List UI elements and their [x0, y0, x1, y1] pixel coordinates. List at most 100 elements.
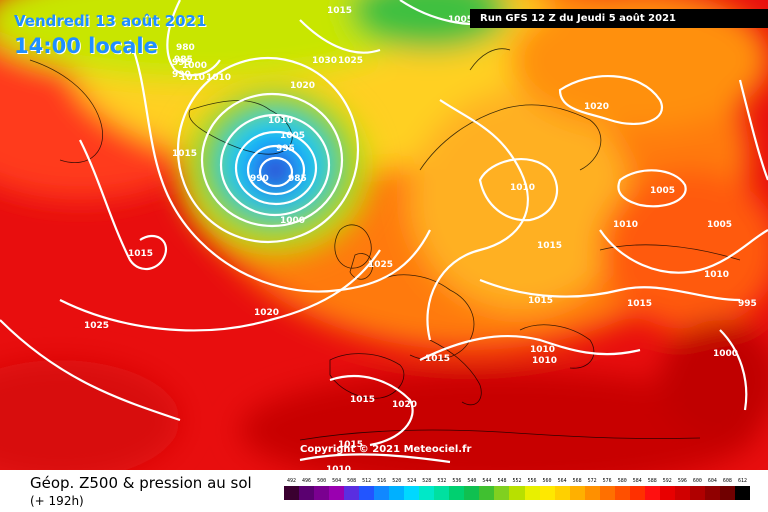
- scale-ticks: 492 496 500 504 508 512 516 520 524 528 532 536 540 5…: [284, 478, 750, 484]
- isobar-label: 990: [250, 174, 269, 184]
- scale-tick: 600: [692, 478, 702, 484]
- isobar-label: 1000: [713, 349, 738, 359]
- scale-swatch: [599, 486, 615, 500]
- scale-tick: 564: [557, 478, 567, 484]
- scale-tick: 576: [602, 478, 612, 484]
- isobar-label: 985: [174, 55, 193, 65]
- scale-swatch: [389, 486, 405, 500]
- isobar-label: 1020: [290, 81, 315, 91]
- scale-swatch: [674, 486, 690, 500]
- map-product-title: Géop. Z500 & pression au sol: [30, 474, 252, 492]
- isobar-label: 1000: [280, 216, 305, 226]
- isobar-label: 1010: [530, 345, 555, 355]
- isobar-label: 1020: [254, 308, 279, 318]
- scale-swatches: [284, 486, 750, 500]
- isobar-label: 1010: [206, 73, 231, 83]
- scale-tick: 556: [527, 478, 537, 484]
- scale-swatch: [464, 486, 480, 500]
- scale-tick: 516: [377, 478, 387, 484]
- isobar-label: 1010: [532, 356, 557, 366]
- scale-tick: 508: [347, 478, 357, 484]
- copyright-notice: Copyright © 2021 Meteociel.fr: [300, 444, 472, 455]
- scale-tick: 584: [632, 478, 642, 484]
- scale-swatch: [479, 486, 495, 500]
- lead-time: (+ 192h): [30, 494, 84, 508]
- scale-tick: 548: [497, 478, 507, 484]
- scale-tick: 596: [677, 478, 687, 484]
- isobar-label: 1020: [392, 400, 417, 410]
- scale-swatch: [719, 486, 735, 500]
- isobar-label: 1015: [537, 241, 562, 251]
- scale-tick: 552: [512, 478, 522, 484]
- scale-swatch: [449, 486, 465, 500]
- legend-footer: Géop. Z500 & pression au sol (+ 192h) 49…: [0, 470, 768, 512]
- scale-tick: 504: [332, 478, 342, 484]
- isobar-label: 1010: [180, 73, 205, 83]
- z500-color-field: [0, 0, 768, 470]
- scale-tick: 592: [662, 478, 672, 484]
- scale-tick: 500: [317, 478, 327, 484]
- scale-tick: 524: [407, 478, 417, 484]
- isobar-label: 1005: [280, 131, 305, 141]
- scale-tick: 560: [542, 478, 552, 484]
- scale-swatch: [659, 486, 675, 500]
- isobar-label: 1010: [510, 183, 535, 193]
- scale-swatch: [629, 486, 645, 500]
- scale-swatch: [314, 486, 330, 500]
- scale-swatch: [344, 486, 360, 500]
- isobar-label: 1025: [368, 260, 393, 270]
- scale-swatch: [644, 486, 660, 500]
- isobars: [0, 0, 768, 464]
- isobar-label: 1030: [312, 56, 337, 66]
- scale-tick: 608: [722, 478, 732, 484]
- isobar-label: 1005: [707, 220, 732, 230]
- isobar-label: 1005: [448, 15, 473, 25]
- isobar-label: 1010: [704, 270, 729, 280]
- scale-swatch: [539, 486, 555, 500]
- isobar-label: 1010: [268, 116, 293, 126]
- scale-tick: 604: [707, 478, 717, 484]
- isobar-label: 1015: [425, 354, 450, 364]
- scale-tick: 544: [482, 478, 492, 484]
- scale-tick: 496: [302, 478, 312, 484]
- isobar-label: 1025: [84, 321, 109, 331]
- isobar-label: 1015: [172, 149, 197, 159]
- scale-swatch: [494, 486, 510, 500]
- forecast-time: 14:00 locale: [14, 34, 158, 58]
- isobar-label: 1015: [327, 6, 352, 16]
- color-scale: 492 496 500 504 508 512 516 520 524 528 532 536 540 5…: [284, 478, 750, 500]
- scale-swatch: [284, 486, 300, 500]
- scale-swatch: [374, 486, 390, 500]
- scale-swatch: [434, 486, 450, 500]
- isobar-label: 1015: [627, 299, 652, 309]
- isobar-label: 1015: [350, 395, 375, 405]
- scale-swatch: [509, 486, 525, 500]
- scale-tick: 568: [572, 478, 582, 484]
- scale-tick: 588: [647, 478, 657, 484]
- run-info-banner: Run GFS 12 Z du Jeudi 5 août 2021: [470, 9, 768, 28]
- isobar-label: 1020: [584, 102, 609, 112]
- scale-swatch: [614, 486, 630, 500]
- scale-swatch: [329, 486, 345, 500]
- isobar-label: 1015: [338, 440, 363, 450]
- isobar-label: 985: [288, 174, 307, 184]
- scale-tick: 512: [362, 478, 372, 484]
- isobar-label: 990: [172, 70, 191, 80]
- scale-swatch: [524, 486, 540, 500]
- forecast-date: Vendredi 13 août 2021: [14, 12, 207, 30]
- isobar-label: 995: [172, 58, 191, 68]
- isobar-label: 995: [276, 144, 295, 154]
- scale-tick: 580: [617, 478, 627, 484]
- scale-swatch: [704, 486, 720, 500]
- scale-swatch: [734, 486, 750, 500]
- scale-swatch: [299, 486, 315, 500]
- isobar-label: 1015: [128, 249, 153, 259]
- isobar-label: 1010: [613, 220, 638, 230]
- isobar-label: 980: [176, 43, 195, 53]
- scale-tick: 532: [437, 478, 447, 484]
- scale-tick: 492: [287, 478, 297, 484]
- isobar-label: 1025: [338, 56, 363, 66]
- isobar-label: 1000: [182, 61, 207, 71]
